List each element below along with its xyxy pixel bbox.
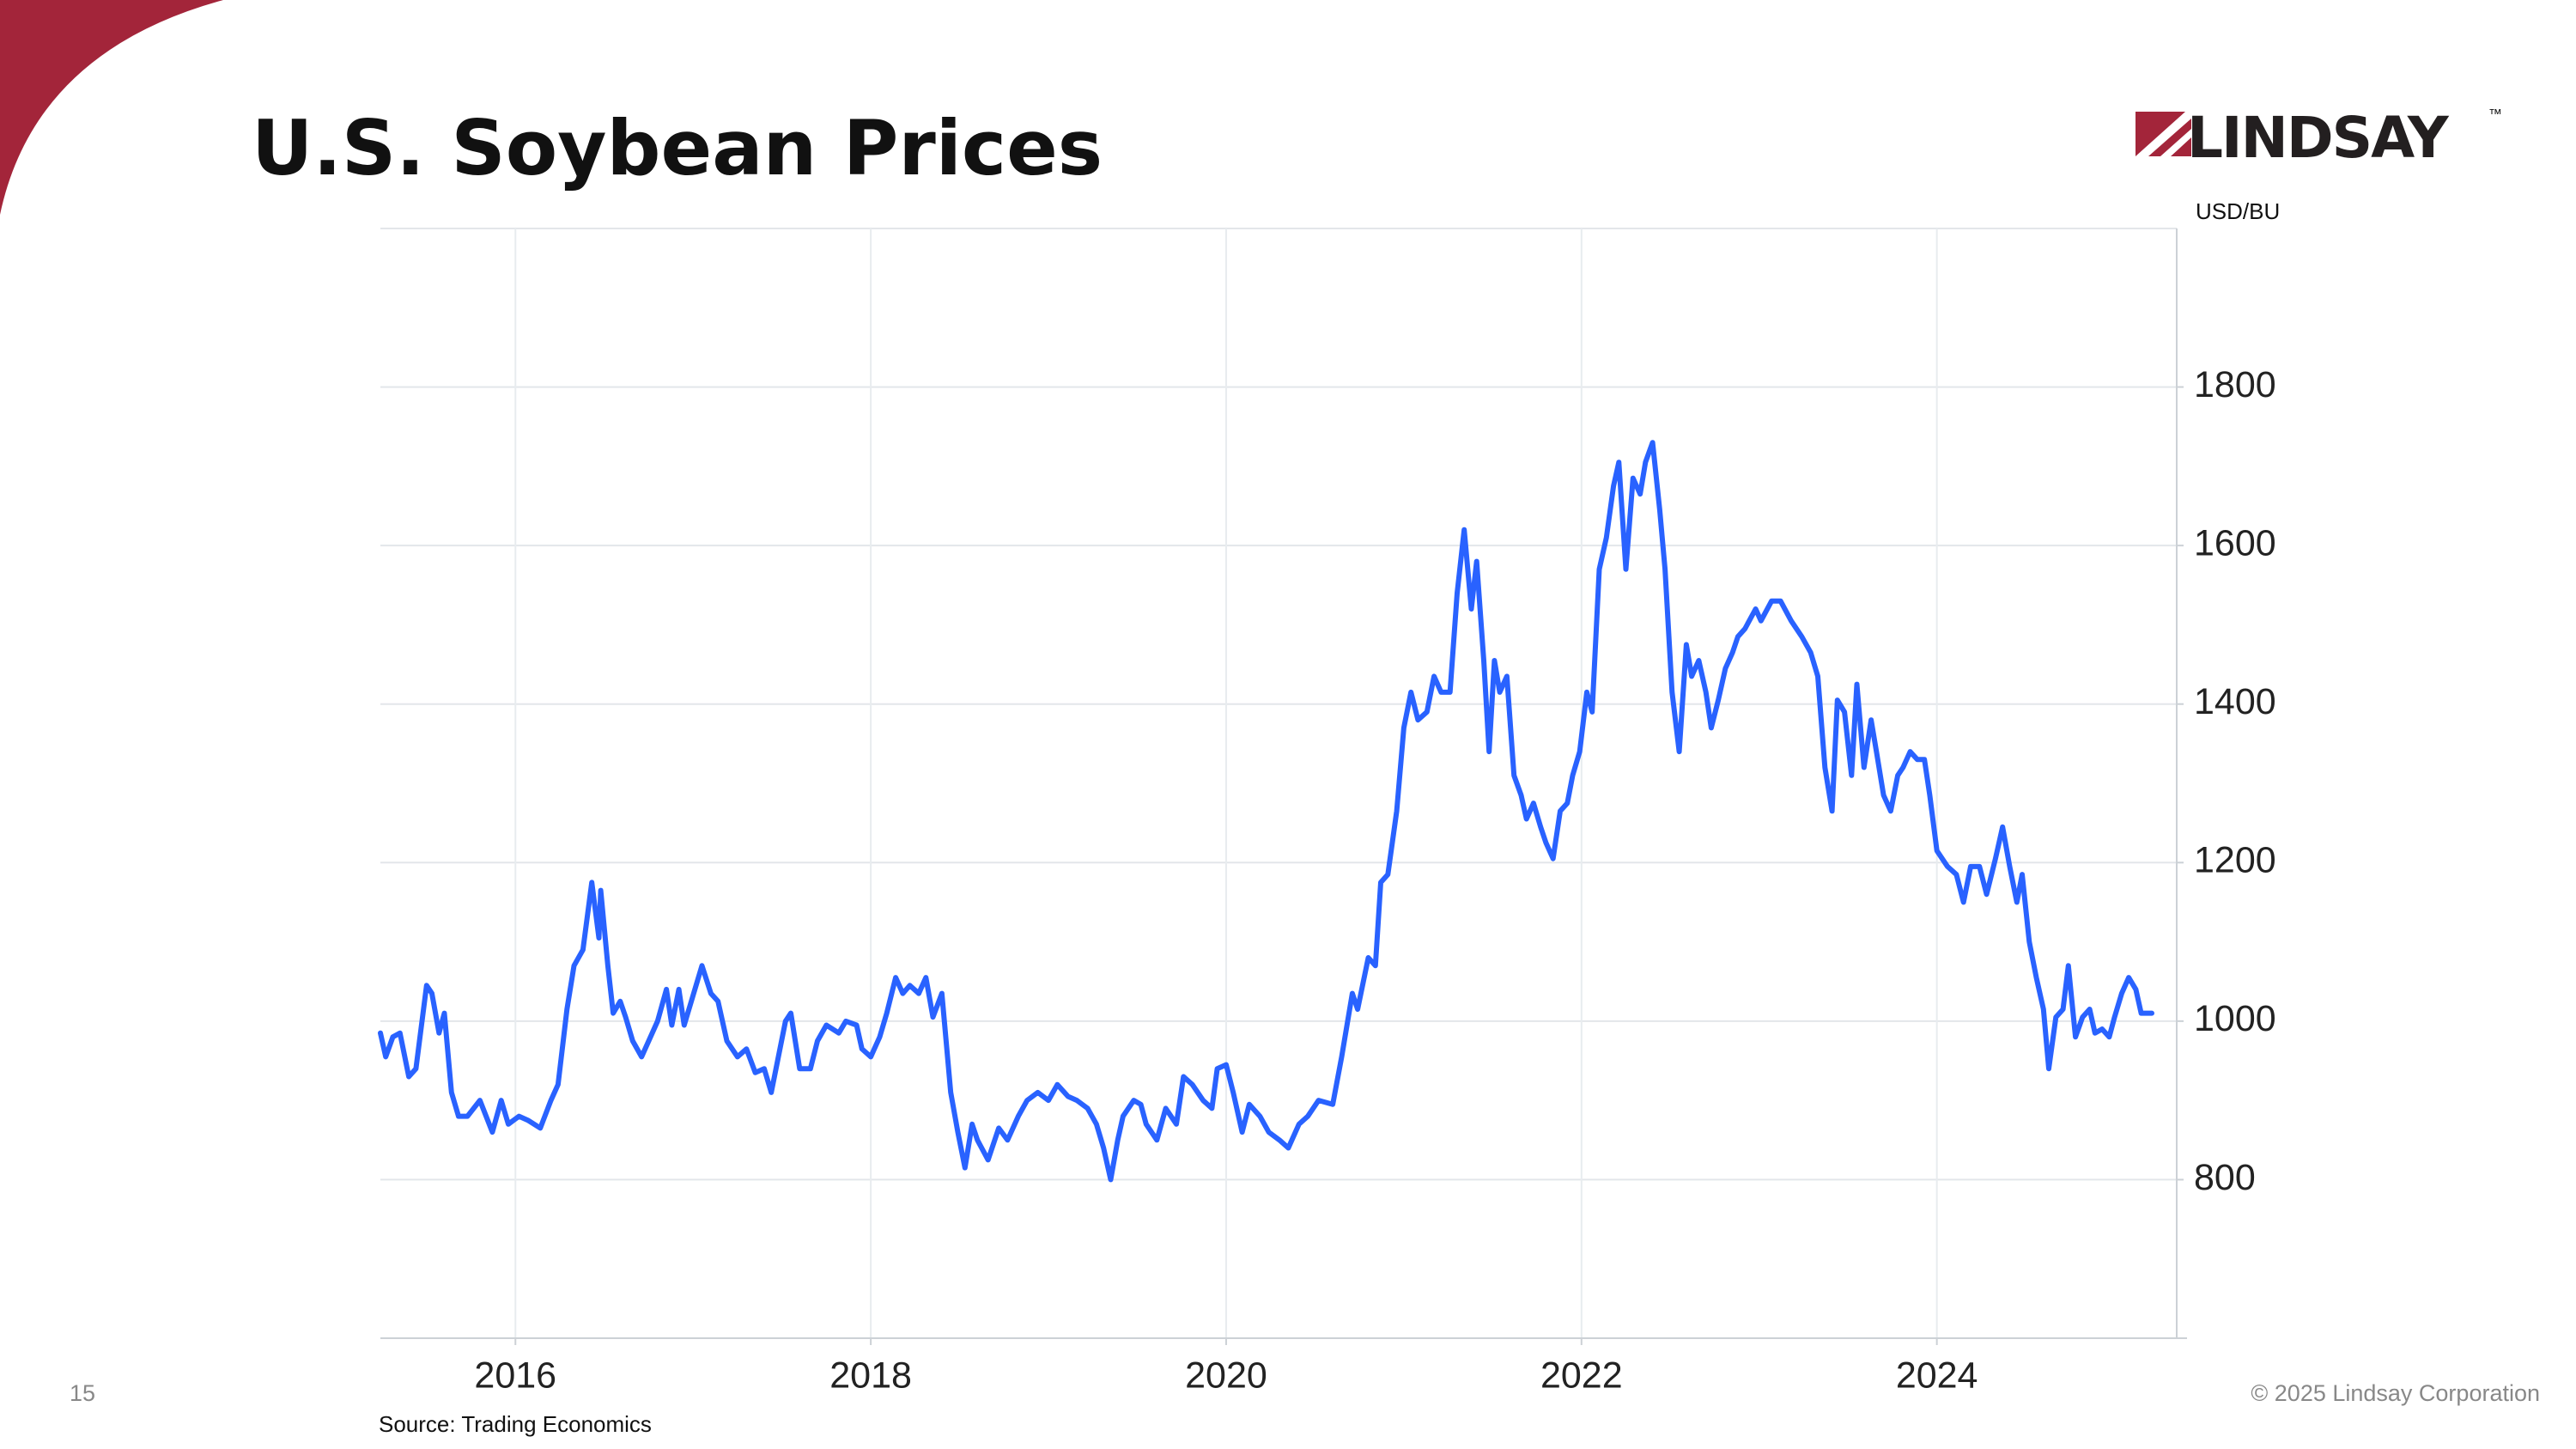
logo-mark: ™ (2488, 107, 2502, 122)
x-tick-label: 2020 (1185, 1355, 1267, 1396)
x-tick-label: 2018 (829, 1355, 912, 1396)
plot: 800 1000 1200 1400 1600 1800 2016 2018 2020 2022 2… (378, 228, 2276, 1396)
source: Source: Trading Economics (379, 1411, 652, 1437)
logo-stripe (2171, 137, 2191, 156)
logo-text: LINDSAY (2187, 105, 2450, 171)
y-tick-label: 1200 (2194, 840, 2276, 881)
x-tick-label: 2016 (474, 1355, 556, 1396)
logo-stripe (2136, 112, 2185, 156)
copyright: © 2025 Lindsay Corporation (2251, 1380, 2540, 1406)
x-tick-label: 2022 (1540, 1355, 1623, 1396)
corner-decoration (0, 0, 223, 215)
price-line (378, 440, 2154, 1183)
chart-title: U.S. Soybean Prices (252, 104, 1103, 192)
y-tick-label: 1400 (2194, 681, 2276, 722)
y-axis-label: USD/BU (2196, 198, 2280, 224)
y-tick-label: 800 (2194, 1157, 2256, 1198)
page-number: 15 (70, 1380, 95, 1406)
logo-stripe (2148, 119, 2191, 156)
y-tick-label: 1000 (2194, 998, 2276, 1039)
x-tick-label: 2024 (1896, 1355, 1978, 1396)
y-tick-label: 1600 (2194, 523, 2276, 564)
y-tick-label: 1800 (2194, 364, 2276, 405)
logo: LINDSAY ™ (2136, 105, 2502, 171)
